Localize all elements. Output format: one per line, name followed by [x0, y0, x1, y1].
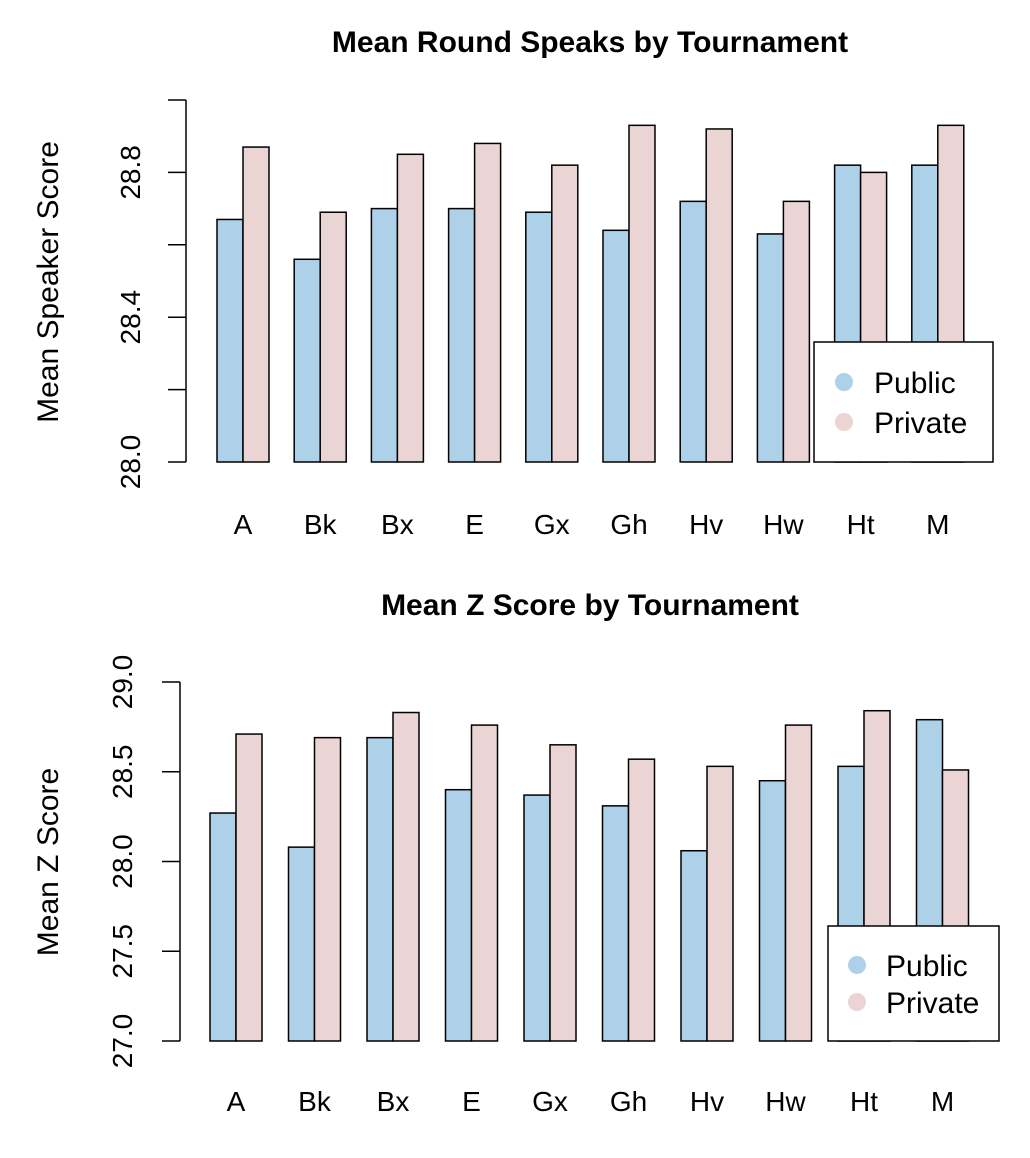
bar-private-gh — [628, 124, 656, 463]
y-tick-label: 28.0 — [115, 435, 146, 490]
bar-public-hv — [680, 849, 708, 1042]
x-tick-label: M — [931, 1086, 954, 1117]
bar-public-gh — [602, 229, 630, 463]
legend-swatch-public — [835, 373, 853, 391]
x-tick-label: Gx — [532, 1086, 568, 1117]
x-tick-label: Bk — [298, 1086, 332, 1117]
x-tick-label: E — [465, 509, 484, 540]
x-tick-label: Hv — [690, 1086, 724, 1117]
bar-public-e — [444, 788, 473, 1042]
y-axis: 28.0 28.4 28.8 — [115, 99, 187, 490]
y-tick-label: 28.8 — [115, 145, 146, 200]
legend: Public Private — [827, 925, 1000, 1042]
legend: Public Private — [813, 341, 994, 463]
bar-public-hw — [758, 779, 787, 1042]
legend-swatch-public — [848, 956, 866, 974]
legend-box — [813, 341, 994, 463]
bar-public-bx — [366, 736, 394, 1042]
y-tick-label: 28.4 — [115, 290, 146, 345]
y-tick-label: 27.0 — [107, 1014, 138, 1069]
x-tick-label: Gh — [610, 1086, 647, 1117]
x-tick-label: Ht — [850, 1086, 878, 1117]
y-tick-label: 28.5 — [107, 745, 138, 800]
legend-box — [827, 925, 1000, 1042]
y-tick-label: 29.0 — [107, 655, 138, 710]
x-axis-categories: A Bk Bx E Gx Gh Hv Hw Ht M — [227, 1086, 955, 1117]
bar-private-bx — [396, 153, 425, 463]
bar-private-a — [242, 146, 270, 463]
bar-private-hw — [784, 724, 813, 1042]
bar-private-e — [473, 142, 502, 463]
x-tick-label: Hw — [765, 1086, 806, 1117]
bars — [209, 709, 970, 1042]
bar-public-gx — [523, 794, 551, 1042]
chart-mean-round-speaks: Mean Round Speaks by Tournament Mean Spe… — [32, 26, 994, 540]
bar-private-bk — [319, 211, 347, 463]
bar-public-gx — [525, 211, 553, 463]
bar-private-gx — [551, 164, 579, 463]
y-tick-label: 28.0 — [107, 834, 138, 889]
y-tick-label: 27.5 — [107, 924, 138, 979]
x-tick-label: Hw — [763, 509, 804, 540]
bar-public-bk — [287, 846, 316, 1042]
bar-private-a — [235, 733, 263, 1042]
legend-swatch-private — [835, 413, 853, 431]
chart-title: Mean Z Score by Tournament — [381, 589, 799, 622]
x-tick-label: Gh — [610, 509, 647, 540]
bar-private-bk — [313, 736, 342, 1042]
x-tick-label: A — [227, 1086, 246, 1117]
bar-private-gx — [549, 744, 577, 1042]
y-axis-label: Mean Z Score — [32, 768, 65, 956]
legend-label-public: Public — [886, 950, 968, 983]
y-axis-label: Mean Speaker Score — [32, 141, 65, 423]
bar-public-a — [216, 218, 244, 463]
x-axis-categories: A Bk Bx E Gx Gh Hv Hw Ht M — [234, 509, 950, 540]
legend-label-private: Private — [874, 407, 967, 440]
x-tick-label: Bk — [304, 509, 338, 540]
bar-private-hw — [782, 200, 811, 463]
bar-public-bx — [370, 207, 399, 463]
bar-public-hw — [756, 233, 785, 463]
legend-label-private: Private — [886, 987, 979, 1020]
x-tick-label: A — [234, 509, 253, 540]
x-tick-label: E — [462, 1086, 481, 1117]
legend-swatch-private — [848, 993, 866, 1011]
chart-mean-z-score: Mean Z Score by Tournament Mean Z Score … — [32, 589, 1000, 1117]
y-axis: 27.0 27.5 28.0 28.5 29.0 — [107, 655, 181, 1069]
bar-public-gh — [601, 805, 630, 1042]
bar-public-hv — [679, 200, 707, 463]
chart-title: Mean Round Speaks by Tournament — [332, 26, 848, 59]
bar-private-e — [470, 724, 499, 1042]
bar-private-bx — [392, 711, 420, 1042]
x-tick-label: Ht — [847, 509, 875, 540]
bar-public-bk — [293, 258, 321, 463]
x-tick-label: Bx — [381, 509, 414, 540]
bar-public-e — [447, 207, 476, 463]
x-tick-label: Bx — [377, 1086, 410, 1117]
bar-private-hv — [706, 765, 734, 1042]
x-tick-label: M — [926, 509, 949, 540]
bar-private-gh — [627, 758, 656, 1042]
bar-public-a — [209, 812, 237, 1042]
legend-label-public: Public — [874, 367, 956, 400]
x-tick-label: Hv — [689, 509, 723, 540]
bar-private-hv — [705, 128, 733, 463]
x-tick-label: Gx — [534, 509, 570, 540]
